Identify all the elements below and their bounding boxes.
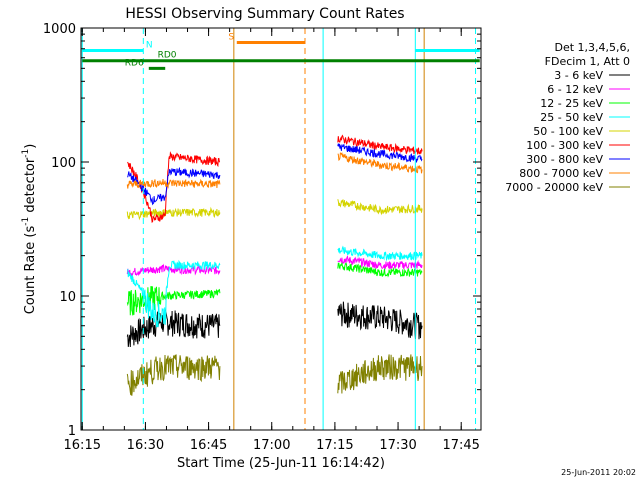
series-7-segment-1 — [337, 152, 423, 174]
series-5-segment-1 — [337, 134, 423, 156]
legend-label-0: 3 - 6 keV — [554, 69, 603, 82]
x-tick-label-0: 16:15 — [64, 438, 101, 453]
legend-header-1: Det 1,3,4,5,6, — [554, 41, 630, 54]
series-0-segment-1 — [337, 301, 423, 340]
y-label-part3: ) — [23, 144, 38, 149]
legend: Det 1,3,4,5,6, FDecim 1, Att 0 3 - 6 keV… — [505, 41, 630, 194]
series-2-segment-0 — [126, 286, 221, 316]
legend-label-4: 50 - 100 keV — [533, 125, 603, 138]
y-tick-label-1: 10 — [59, 290, 76, 305]
series-3-segment-1 — [337, 245, 423, 262]
timestamp: 25-Jun-2011 20:02 — [561, 468, 636, 477]
y-label-sup2: -1 — [21, 149, 31, 158]
series-4-segment-0 — [126, 206, 221, 221]
series-4-segment-1 — [337, 198, 423, 216]
y-label-part1: Count Rate (s — [23, 226, 38, 315]
series-2 — [126, 262, 423, 316]
series-6 — [127, 143, 423, 206]
plot-frame — [80, 27, 482, 431]
series-7-segment-0 — [126, 178, 221, 189]
y-label-sup1: -1 — [21, 217, 31, 226]
legend-label-2: 12 - 25 keV — [540, 97, 603, 110]
series-layer — [126, 134, 423, 396]
series-4 — [126, 198, 423, 221]
x-tick-label-3: 17:00 — [253, 438, 290, 453]
legend-label-8: 7000 - 20000 keV — [505, 181, 603, 194]
legend-label-7: 800 - 7000 keV — [519, 167, 603, 180]
y-tick-label-2: 100 — [51, 156, 76, 171]
state-bar-label-4: S — [228, 32, 234, 42]
series-2-segment-1 — [337, 262, 423, 278]
legend-label-3: 25 - 50 keV — [540, 111, 603, 124]
series-5-segment-0 — [127, 151, 221, 223]
series-0 — [126, 301, 423, 348]
y-label-part2: detector — [23, 157, 38, 217]
x-tick-label-1: 16:30 — [127, 438, 164, 453]
series-8 — [126, 354, 423, 396]
legend-header-2: FDecim 1, Att 0 — [545, 55, 630, 68]
series-5 — [127, 134, 423, 223]
legend-label-1: 6 - 12 keV — [547, 83, 603, 96]
state-bars: N RD0 RD6 S — [82, 32, 480, 70]
legend-label-6: 300 - 800 keV — [526, 153, 603, 166]
x-axis-label: Start Time (25-Jun-11 16:14:42) — [177, 456, 385, 471]
state-bar-label-0: N — [146, 40, 153, 50]
x-tick-label-5: 17:30 — [379, 438, 416, 453]
x-tick-label-4: 17:15 — [316, 438, 353, 453]
state-bar-label-2: RD0 — [158, 51, 177, 61]
y-tick-label-3: 1000 — [43, 22, 76, 37]
x-tick-label-6: 17:45 — [442, 438, 479, 453]
series-3 — [126, 245, 423, 328]
x-tick-label-2: 16:45 — [190, 438, 227, 453]
y-tick-label-0: 1 — [68, 424, 76, 439]
series-1-segment-1 — [337, 255, 423, 270]
series-8-segment-0 — [126, 354, 221, 396]
state-bar-label-3: RD6 — [125, 58, 144, 68]
axes: 16:15 16:30 16:45 17:00 17:15 17:30 17:45 1 10 10… — [43, 22, 481, 453]
vertical-markers — [81, 28, 477, 430]
series-0-segment-0 — [126, 308, 221, 348]
legend-label-5: 100 - 300 keV — [526, 139, 603, 152]
chart-title: HESSI Observing Summary Count Rates — [125, 6, 404, 22]
series-7 — [126, 152, 423, 189]
series-1-segment-0 — [126, 263, 221, 277]
series-6-segment-0 — [127, 166, 221, 206]
series-8-segment-1 — [337, 354, 423, 394]
series-6-segment-1 — [337, 143, 423, 163]
series-3-segment-0 — [126, 259, 221, 328]
y-axis-label: Count Rate (s-1 detector-1) — [21, 144, 38, 315]
